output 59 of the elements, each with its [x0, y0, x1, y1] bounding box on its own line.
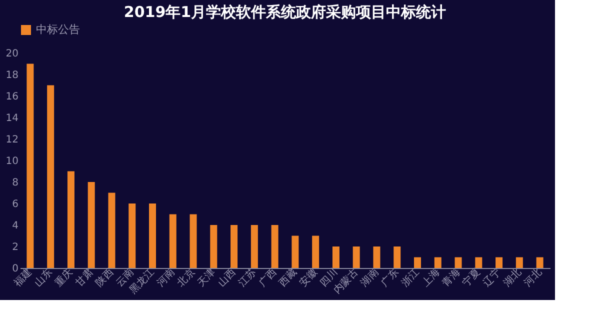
bar — [516, 257, 523, 268]
bar — [210, 225, 218, 268]
legend-label: 中标公告 — [36, 23, 80, 36]
y-tick-label: 12 — [6, 134, 18, 146]
x-tick-label: 广东 — [378, 266, 402, 289]
y-tick-label: 6 — [12, 199, 18, 210]
bar — [26, 64, 34, 268]
bar — [149, 204, 156, 268]
bar — [169, 214, 176, 268]
x-tick-label: 浙江 — [399, 266, 422, 289]
bar — [67, 171, 74, 268]
x-tick-label: 湖南 — [358, 266, 381, 289]
bar — [230, 225, 238, 268]
x-tick-label: 天津 — [195, 266, 218, 289]
x-tick-label: 西藏 — [276, 266, 300, 289]
bar — [434, 257, 442, 268]
bar — [88, 182, 95, 268]
bar — [292, 236, 299, 268]
bar — [271, 225, 278, 268]
x-tick-label: 湖北 — [501, 266, 524, 289]
x-tick-label: 安徽 — [297, 266, 320, 289]
y-tick-label: 20 — [6, 48, 18, 60]
bar — [47, 85, 54, 268]
bar — [352, 246, 360, 268]
x-tick-label: 山西 — [216, 266, 238, 289]
y-tick-label: 14 — [6, 113, 18, 124]
x-tick-label: 山东 — [32, 266, 55, 289]
y-tick-label: 8 — [12, 178, 18, 188]
bar — [312, 236, 320, 268]
bar — [414, 257, 421, 268]
bar — [128, 204, 136, 268]
bar — [250, 225, 258, 268]
x-tick-label: 陕西 — [93, 266, 116, 289]
bar — [496, 257, 503, 268]
bar — [332, 246, 340, 268]
y-tick-label: 2 — [12, 242, 18, 253]
y-tick-label: 16 — [6, 92, 18, 102]
bar — [190, 214, 197, 268]
x-tick-label: 重庆 — [52, 266, 76, 289]
x-tick-label: 宁夏 — [460, 266, 483, 289]
bar — [536, 257, 544, 268]
x-tick-label: 北京 — [174, 266, 198, 289]
y-tick-label: 18 — [6, 70, 18, 81]
bar — [394, 246, 401, 268]
y-tick-label: 10 — [6, 156, 18, 167]
y-tick-label: 0 — [12, 264, 18, 274]
x-tick-label: 青海 — [440, 266, 463, 289]
bar — [454, 257, 462, 268]
y-tick-label: 4 — [12, 220, 18, 232]
chart-title: 2019年1月学校软件系统政府采购项目中标统计 — [124, 3, 446, 21]
bar — [475, 257, 482, 268]
x-tick-label: 广西 — [256, 266, 280, 289]
x-tick-label: 上海 — [420, 266, 442, 289]
x-tick-label: 甘肃 — [72, 266, 96, 289]
bar — [108, 192, 116, 268]
x-tick-label: 河北 — [521, 266, 544, 289]
x-tick-label: 河南 — [154, 266, 178, 289]
x-tick-label: 江苏 — [236, 266, 259, 289]
bar — [373, 246, 380, 268]
